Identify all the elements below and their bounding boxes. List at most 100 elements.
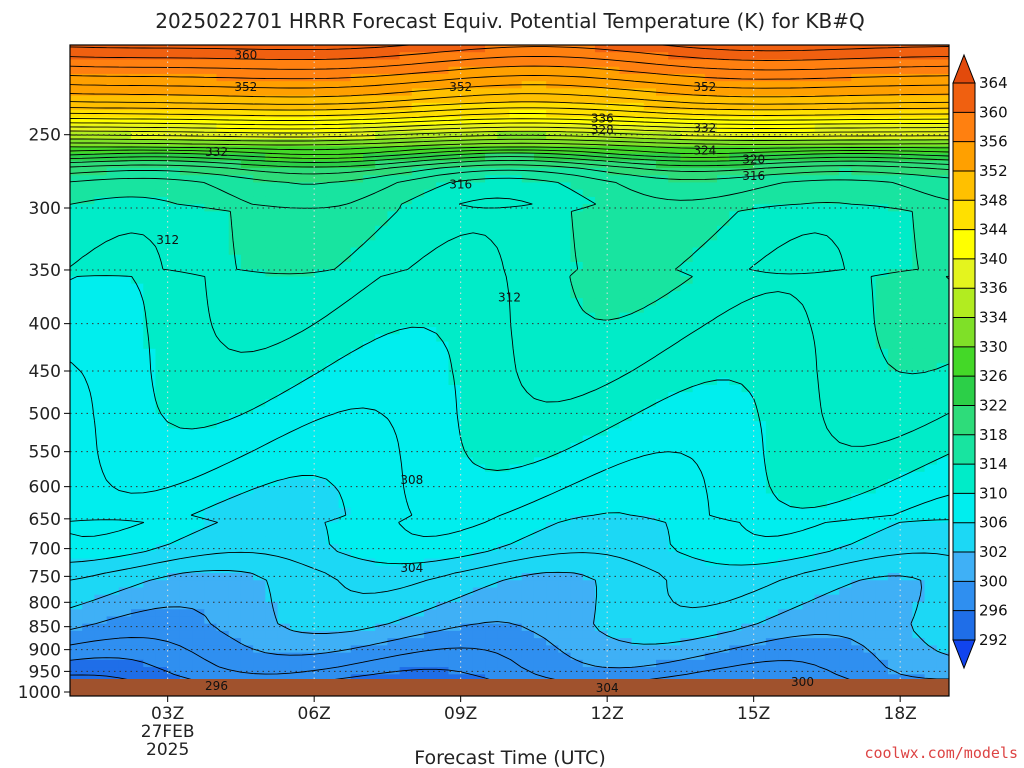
contour-label: 352 bbox=[449, 80, 472, 94]
contour-label: 360 bbox=[234, 48, 257, 62]
colorbar-tick-label: 352 bbox=[979, 162, 1008, 180]
contour-360 bbox=[70, 46, 949, 61]
contour-304 bbox=[70, 551, 949, 609]
contour-310 bbox=[70, 275, 949, 509]
x-tick-label: 27FEB bbox=[141, 722, 195, 742]
chart-title: 2025022701 HRRR Forecast Equiv. Potentia… bbox=[155, 9, 865, 33]
contour-label: 312 bbox=[498, 291, 521, 305]
colorbar-tick-label: 292 bbox=[979, 631, 1008, 649]
y-tick-label: 1000 bbox=[18, 683, 61, 703]
y-tick-label: 900 bbox=[29, 641, 61, 661]
y-axis: 250 300 350 400 450 500 550 600 650 700 750 800 850 9… bbox=[18, 126, 70, 703]
colorbar-tick-label: 322 bbox=[979, 396, 1008, 414]
contour-label: 328 bbox=[591, 123, 614, 137]
colorbar-tick-label: 326 bbox=[979, 367, 1008, 385]
contour-label: 304 bbox=[400, 561, 423, 575]
contour-308 bbox=[70, 361, 949, 538]
colorbar-segment bbox=[953, 229, 975, 260]
contour-label: 296 bbox=[205, 679, 228, 693]
contour-label: 332 bbox=[205, 145, 228, 159]
colorbar-segment bbox=[953, 200, 975, 231]
colorbar-segment bbox=[953, 141, 975, 172]
contour-label: 324 bbox=[693, 143, 716, 157]
y-tick-label: 750 bbox=[29, 567, 61, 587]
colorbar-segment bbox=[953, 376, 975, 406]
credit-text: coolwx.com/models bbox=[864, 744, 1018, 762]
colorbar-tick-label: 310 bbox=[979, 484, 1008, 502]
contour-342 bbox=[70, 118, 949, 126]
contour-324 bbox=[70, 152, 949, 163]
contour-316 bbox=[70, 169, 949, 280]
contour-312 bbox=[70, 197, 949, 447]
y-tick-label: 850 bbox=[29, 618, 61, 638]
colorbar-tick-label: 314 bbox=[979, 455, 1008, 473]
contour-340 bbox=[70, 122, 949, 130]
contour-306 bbox=[70, 475, 949, 566]
colorbar-tick-label: 360 bbox=[979, 103, 1008, 121]
colorbar-tick-label: 306 bbox=[979, 514, 1008, 532]
y-tick-label: 450 bbox=[29, 362, 61, 382]
colorbar-tick-label: 296 bbox=[979, 602, 1008, 620]
colorbar-tick-label: 300 bbox=[979, 572, 1008, 590]
x-tick-label: 09Z bbox=[444, 704, 477, 724]
colorbar-tick-label: 356 bbox=[979, 133, 1008, 151]
grid bbox=[70, 45, 949, 696]
x-tick-label: 2025 bbox=[146, 740, 189, 760]
contour-label: 320 bbox=[742, 153, 765, 167]
colorbar-segment bbox=[953, 405, 975, 436]
contour-352 bbox=[70, 84, 949, 98]
contour-lines bbox=[70, 45, 949, 696]
colorbar-segment bbox=[953, 258, 975, 289]
colorbar-segment bbox=[953, 552, 975, 582]
colorbar-segment bbox=[953, 434, 975, 465]
colorbar-segment bbox=[953, 581, 975, 612]
contour-label: 316 bbox=[449, 178, 472, 192]
contour-330 bbox=[70, 142, 949, 151]
colorbar-segment bbox=[953, 522, 975, 553]
contour-label: 332 bbox=[693, 121, 716, 135]
contour-label: 352 bbox=[234, 80, 257, 94]
contour-label: 336 bbox=[591, 111, 614, 125]
colorbar-tick-label: 302 bbox=[979, 543, 1008, 561]
x-tick-label: 15Z bbox=[737, 704, 770, 724]
colorbar-tick-label: 318 bbox=[979, 426, 1008, 444]
colorbar-tick-label: 336 bbox=[979, 279, 1008, 297]
x-tick-label: 03Z bbox=[151, 704, 184, 724]
colorbar-segment bbox=[953, 288, 975, 319]
contour-338 bbox=[70, 126, 949, 134]
contour-label: 316 bbox=[742, 169, 765, 183]
x-tick-label: 18Z bbox=[884, 704, 917, 724]
contour-356 bbox=[70, 65, 949, 80]
contour-348 bbox=[70, 101, 949, 111]
colorbar-segment bbox=[953, 83, 975, 113]
x-axis-label: Forecast Time (UTC) bbox=[414, 747, 605, 768]
colorbar-min-arrow bbox=[952, 639, 976, 670]
contour-label: 308 bbox=[400, 473, 423, 487]
colorbar-segment bbox=[953, 464, 975, 494]
colorbar-tick-label: 334 bbox=[979, 309, 1008, 327]
colorbar-max-arrow bbox=[952, 53, 976, 84]
colorbar-tick-label: 340 bbox=[979, 250, 1008, 268]
contour-344 bbox=[70, 113, 949, 121]
colorbar-tick-label: 348 bbox=[979, 191, 1008, 209]
contour-label: 312 bbox=[156, 233, 179, 247]
y-tick-label: 400 bbox=[29, 315, 61, 335]
y-tick-label: 800 bbox=[29, 593, 61, 613]
colorbar-segment bbox=[953, 346, 975, 377]
contour-346 bbox=[70, 107, 949, 117]
y-tick-label: 500 bbox=[29, 404, 61, 424]
contour-320 bbox=[70, 159, 949, 175]
contour-314 bbox=[70, 177, 949, 375]
contour-label: 304 bbox=[596, 681, 619, 695]
contour-354 bbox=[70, 75, 949, 89]
contour-label: 352 bbox=[693, 80, 716, 94]
y-tick-label: 350 bbox=[29, 261, 61, 281]
colorbar-tick-label: 330 bbox=[979, 338, 1008, 356]
y-tick-label: 300 bbox=[29, 199, 61, 219]
contour-358 bbox=[70, 55, 949, 71]
contour-326 bbox=[70, 149, 949, 159]
colorbar: 292 296 300 302 306 310 314 318 322 326 330 334 336 3… bbox=[952, 53, 1008, 670]
